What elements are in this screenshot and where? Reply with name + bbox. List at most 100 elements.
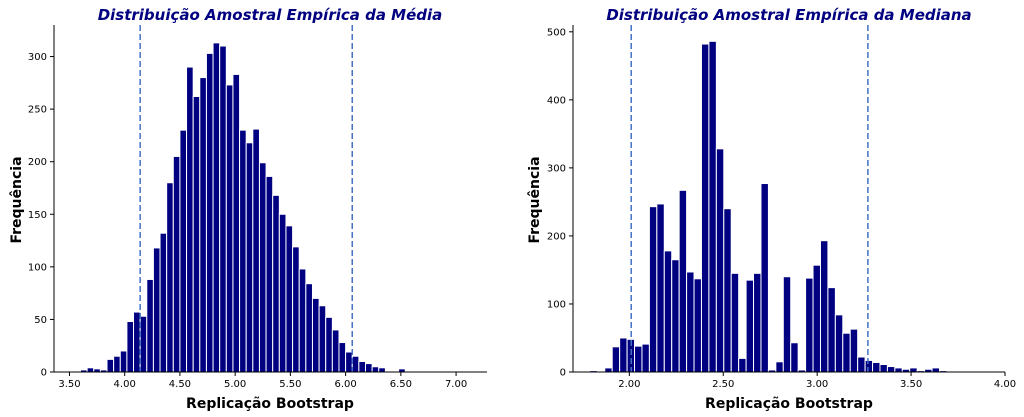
median-histogram-bar	[693, 278, 702, 373]
median-histogram-bar	[723, 208, 732, 373]
mean-histogram-bar	[358, 360, 366, 373]
median-histogram-bar	[671, 259, 680, 373]
mean-y-tick-label: 200	[28, 157, 47, 168]
median-histogram-bar	[760, 183, 769, 373]
median-y-tick-label: 300	[547, 163, 566, 174]
median-histogram-bar	[678, 189, 688, 373]
median-histogram-bar	[738, 357, 747, 373]
mean-x-tick-label: 6.50	[390, 379, 412, 390]
mean-histogram-bar	[212, 42, 221, 373]
median-histogram-bar	[805, 277, 814, 373]
median-histogram-bar	[604, 367, 613, 373]
mean-histogram-bar	[139, 315, 148, 373]
median-y-tick-label: 500	[547, 27, 566, 38]
median-x-tick-label: 4.00	[994, 379, 1016, 390]
mean-histogram-bar	[278, 213, 287, 373]
mean-histogram-bar	[192, 96, 201, 373]
median-y-tick-label: 0	[560, 368, 566, 379]
median-histogram-bar	[879, 364, 888, 373]
mean-histogram-bar	[285, 225, 294, 373]
median-histogram-bar	[611, 346, 621, 373]
mean-y-tick-label: 0	[41, 368, 47, 379]
mean-histogram-bar	[152, 247, 161, 373]
median-histogram-bar	[730, 272, 740, 373]
median-y-tick-label: 200	[547, 231, 566, 242]
mean-histogram-bar	[86, 367, 95, 373]
median-histogram-bar	[745, 279, 755, 373]
mean-x-tick-label: 3.50	[58, 379, 80, 390]
mean-histogram-bar	[364, 363, 373, 373]
mean-histogram-bar	[126, 321, 135, 373]
median-histogram-bar	[931, 367, 940, 373]
median-histogram-bar	[641, 343, 650, 373]
mean-x-axis-label: Replicação Bootstrap	[186, 396, 354, 412]
mean-histogram-bar	[199, 77, 207, 373]
median-histogram-bar	[708, 40, 717, 373]
mean-histogram-bar	[232, 73, 241, 373]
mean-histogram-bar	[179, 129, 188, 373]
mean-histogram-bar	[292, 246, 300, 373]
mean-histogram-bar	[378, 367, 386, 373]
median-histogram-bar	[656, 203, 665, 373]
median-histogram-bar	[686, 271, 695, 373]
mean-histogram-bar	[239, 129, 247, 373]
median-histogram-bar	[909, 367, 918, 373]
mean-histogram-bar	[119, 350, 128, 373]
mean-x-tick-label: 7.00	[445, 379, 467, 390]
median-histogram-bar	[700, 43, 710, 373]
mean-histogram-bar	[371, 366, 380, 373]
mean-y-axis-label: Frequência	[9, 156, 25, 243]
median-histogram-bar	[634, 345, 643, 373]
median-x-tick-label: 3.00	[806, 379, 828, 390]
mean-histogram-bar	[311, 297, 320, 373]
mean-histogram-bar	[318, 305, 327, 373]
median-y-tick-label: 100	[547, 299, 566, 310]
mean-histogram-bar	[166, 182, 174, 373]
mean-histogram-panel: Distribuição Amostral Empírica da Média …	[9, 6, 487, 412]
mean-histogram-bar	[245, 142, 254, 373]
mean-histogram-bar	[252, 128, 260, 373]
mean-histogram-bar	[133, 311, 141, 373]
mean-histogram-bar	[305, 283, 313, 373]
median-histogram-bar	[894, 367, 903, 373]
median-histogram-bar	[842, 332, 851, 373]
mean-chart-title: Distribuição Amostral Empírica da Média	[98, 6, 443, 24]
median-histogram-bar	[715, 148, 725, 373]
mean-histogram-bar	[345, 351, 353, 373]
median-histogram-bar	[827, 287, 836, 373]
mean-histogram-bar	[172, 155, 181, 373]
mean-histogram-bar	[351, 355, 360, 373]
mean-histogram-bar	[146, 278, 154, 373]
median-histogram-bar	[872, 361, 881, 373]
median-y-axis-label: Frequência	[527, 156, 543, 243]
median-histogram-bar	[619, 337, 628, 373]
mean-histogram-bar	[338, 342, 347, 373]
median-x-tick-label: 3.50	[900, 379, 922, 390]
mean-histogram-bar	[106, 358, 115, 373]
mean-y-tick-label: 150	[28, 210, 47, 221]
mean-histogram-bar	[186, 66, 194, 373]
median-histogram-bar	[819, 240, 829, 373]
mean-histogram-bar	[258, 162, 267, 373]
mean-histogram-bar	[159, 232, 168, 373]
median-histogram-bar	[857, 356, 866, 373]
mean-histogram-bar	[265, 175, 274, 373]
median-histogram-bar	[782, 276, 792, 373]
mean-y-tick-label: 50	[34, 315, 47, 326]
median-histogram-panel: Distribuição Amostral Empírica da Median…	[527, 6, 1016, 412]
median-histogram-bar	[663, 250, 673, 373]
median-x-tick-label: 2.50	[712, 379, 734, 390]
median-y-tick-label: 400	[547, 95, 566, 106]
mean-histogram-bar	[225, 84, 234, 373]
median-histogram-bar	[648, 206, 658, 373]
mean-histogram-bar	[325, 316, 333, 373]
mean-histogram-bar	[331, 329, 340, 373]
mean-y-tick-label: 250	[28, 105, 47, 116]
mean-x-tick-label: 4.00	[114, 379, 136, 390]
mean-histogram-bar	[272, 194, 280, 373]
mean-histogram-bar	[205, 52, 214, 373]
median-histogram-bar	[775, 361, 784, 373]
mean-x-tick-label: 4.50	[169, 379, 191, 390]
median-x-axis-label: Replicação Bootstrap	[705, 396, 873, 412]
